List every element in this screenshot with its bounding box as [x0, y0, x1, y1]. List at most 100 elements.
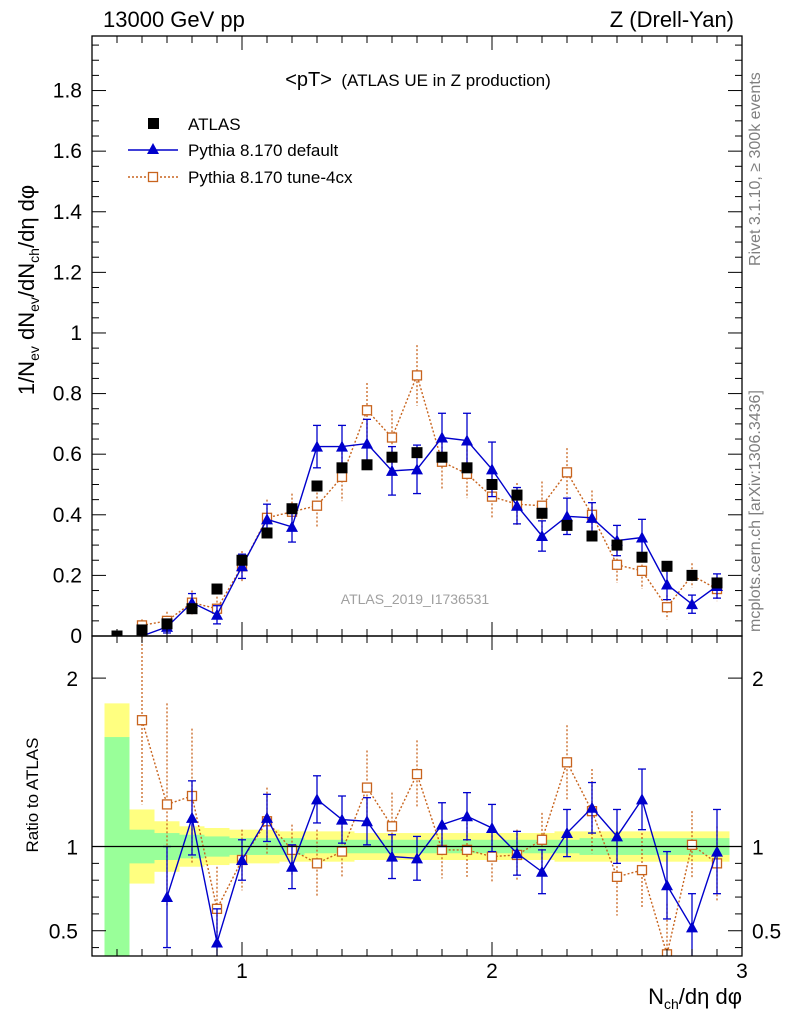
ratio-default-data-point	[311, 793, 323, 805]
ratio-default-data-point	[436, 818, 448, 830]
axes-layer: 1 2 3 0 0.2 0.4 0.6 0.8 1 1.2 1.4 1.6 1.8 0.5 0.5 1 1 2 2	[49, 36, 781, 983]
ratio-default-data-point	[286, 860, 298, 872]
atlas-data-point	[311, 480, 323, 492]
ratio-tune4cx-data-point	[636, 864, 648, 876]
atlas-data-point	[511, 489, 523, 501]
y-tick-label: 1.4	[53, 201, 83, 224]
ratio-y-tick-label: 2	[66, 668, 78, 691]
legend-marker-atlas	[148, 118, 159, 129]
tune4cx-data-point	[361, 405, 373, 416]
atlas-data-point	[411, 447, 423, 459]
ratio-default-data-point	[336, 813, 348, 825]
y-axis-label: 1/Nev dNev/dNch/dη dφ	[14, 185, 42, 395]
default-data-point	[586, 511, 598, 523]
y-tick-label: 0.4	[53, 504, 83, 527]
ratio-default-data-point	[561, 827, 573, 839]
default-data-point	[261, 513, 273, 525]
rivet-label: Rivet 3.1.10, ≥ 300k events	[747, 72, 764, 266]
legend: ATLAS Pythia 8.170 default Pythia 8.170 …	[128, 115, 353, 187]
ratio-tune4cx-data-point	[136, 715, 148, 726]
default-data-point	[511, 499, 523, 511]
tune4cx-data-point	[561, 467, 573, 478]
tune4cx-data-point	[336, 471, 348, 483]
ratio-tune4cx-data-point	[461, 844, 473, 856]
default-data-point	[361, 437, 373, 449]
ratio-tune4cx-data-point	[611, 871, 623, 882]
atlas-data-point	[186, 603, 198, 615]
ratio-default-data-point	[661, 879, 673, 891]
atlas-data-point	[711, 577, 723, 589]
tune4cx-data-point	[661, 602, 673, 613]
ratio-tune4cx-data-point	[686, 839, 698, 850]
default-data-point	[686, 598, 698, 610]
legend-marker-tune	[147, 171, 159, 183]
ratio-default-data-point	[586, 801, 598, 813]
mcplots-label: mcplots.cern.ch [arXiv:1306.3436]	[747, 390, 764, 632]
tune4cx-series-line	[141, 373, 718, 627]
atlas-data-point	[661, 560, 673, 572]
atlas-data-point	[211, 583, 223, 595]
atlas-data-point	[261, 527, 273, 539]
ratio-default-data-point	[686, 921, 698, 933]
y-tick-label: 1.6	[53, 140, 82, 163]
atlas-data-point	[686, 569, 698, 581]
default-data-point	[236, 560, 248, 572]
default-data-point	[636, 531, 648, 543]
ratio-default-data-point	[236, 854, 248, 865]
ratio-y-tick-label: 0.5	[49, 921, 78, 944]
atlas-data-point	[586, 530, 598, 542]
legend-label-default: Pythia 8.170 default	[188, 141, 339, 160]
ratio-default-data-point	[411, 852, 423, 864]
process-label: Z (Drell-Yan)	[610, 7, 734, 32]
default-data-point	[436, 431, 448, 443]
atlas-data-point	[161, 618, 173, 630]
default-data-point	[311, 440, 323, 452]
ratio-tune4cx-data-point	[561, 757, 573, 768]
atlas-data-point	[386, 451, 398, 463]
default-data-point	[336, 440, 348, 452]
analysis-watermark: ATLAS_2019_I1736531	[341, 591, 490, 607]
atlas-data-point	[461, 462, 473, 474]
ratio-default-data-point	[361, 815, 373, 827]
default-data-point	[486, 463, 498, 475]
legend-marker-default	[147, 143, 159, 154]
atlas-data-point	[536, 507, 548, 519]
atlas-data-point	[236, 554, 248, 566]
ratio-tune4cx-data-point	[161, 799, 173, 810]
chart-title-main: <pT>	[285, 69, 332, 91]
ratio-tune4cx-data-point	[411, 768, 423, 780]
atlas-data-point	[361, 459, 373, 471]
default-data-point	[411, 463, 423, 475]
ratio-y-tick-label-right: 1	[752, 837, 764, 860]
y-tick-label: 0.2	[53, 564, 82, 587]
ratio-default-data-point	[511, 847, 523, 859]
ratio-default-data-point	[611, 830, 623, 842]
energy-label: 13000 GeV pp	[103, 7, 245, 32]
ratio-default-data-point	[186, 811, 198, 823]
chart-title-sub: (ATLAS UE in Z production)	[341, 71, 550, 90]
y-tick-label: 1.2	[53, 261, 82, 284]
ratio-y-tick-label: 1	[66, 837, 78, 860]
ratio-y-tick-label-right: 2	[752, 668, 764, 691]
ratio-tune4cx-data-point	[311, 858, 323, 869]
ratio-tune4cx-data-point	[386, 821, 398, 832]
x-tick-label: 1	[236, 960, 248, 983]
atlas-data-point	[286, 503, 298, 515]
tune4cx-data-point	[636, 565, 648, 576]
default-data-point	[286, 520, 298, 532]
ratio-tune4cx-data-point	[536, 834, 548, 845]
chart-title: <pT> (ATLAS UE in Z production)	[285, 69, 551, 91]
main-series-layer	[111, 345, 723, 636]
x-tick-label: 3	[736, 960, 748, 983]
default-data-point	[461, 434, 473, 446]
ratio-y-axis-label: Ratio to ATLAS	[23, 738, 42, 853]
default-data-point	[211, 608, 223, 620]
ratio-default-data-point	[211, 936, 223, 948]
atlas-data-point	[636, 551, 648, 563]
default-data-point	[561, 510, 573, 522]
tune4cx-data-point	[611, 559, 623, 570]
ratio-default-data-point	[711, 845, 723, 857]
atlas-data-point	[486, 478, 498, 490]
default-data-point	[661, 578, 673, 590]
